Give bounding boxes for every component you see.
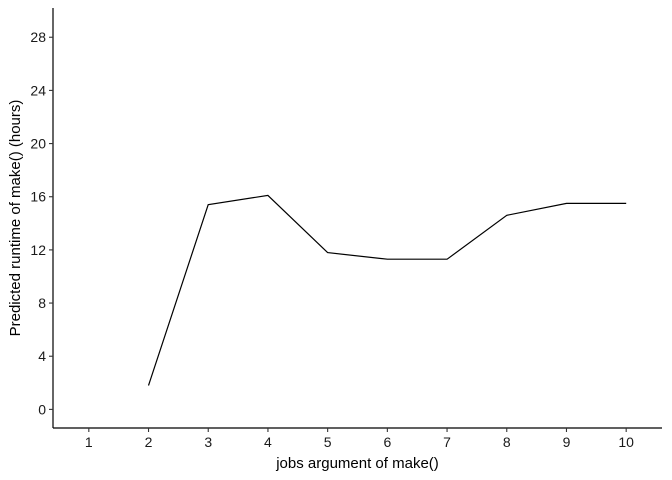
y-axis-title: Predicted runtime of make() (hours): [7, 100, 24, 337]
y-tick-label: 20: [30, 136, 46, 152]
x-tick-label: 6: [383, 434, 391, 450]
y-tick-label: 28: [30, 29, 46, 45]
x-tick-label: 2: [145, 434, 153, 450]
y-tick-label: 12: [30, 242, 46, 258]
x-tick-label: 8: [503, 434, 511, 450]
x-tick-label: 3: [204, 434, 212, 450]
y-tick-label: 16: [30, 189, 46, 205]
y-tick-label: 8: [38, 295, 46, 311]
x-tick-label: 1: [85, 434, 93, 450]
y-tick-label: 0: [38, 401, 46, 417]
x-axis: 1 2 3 4 5 6 7 8 9 10: [53, 427, 662, 450]
x-axis-title: jobs argument of make(): [275, 455, 439, 472]
plot-area: [147, 194, 627, 386]
y-axis: 0 4 8 12 16 20 24 28: [30, 8, 54, 428]
x-tick-label: 5: [324, 434, 332, 450]
x-tick-label: 10: [618, 434, 634, 450]
series-line: [147, 194, 627, 386]
x-tick-label: 9: [563, 434, 571, 450]
y-tick-label: 4: [38, 348, 46, 364]
x-tick-label: 7: [443, 434, 451, 450]
x-tick-label: 4: [264, 434, 272, 450]
y-tick-label: 24: [30, 82, 46, 98]
